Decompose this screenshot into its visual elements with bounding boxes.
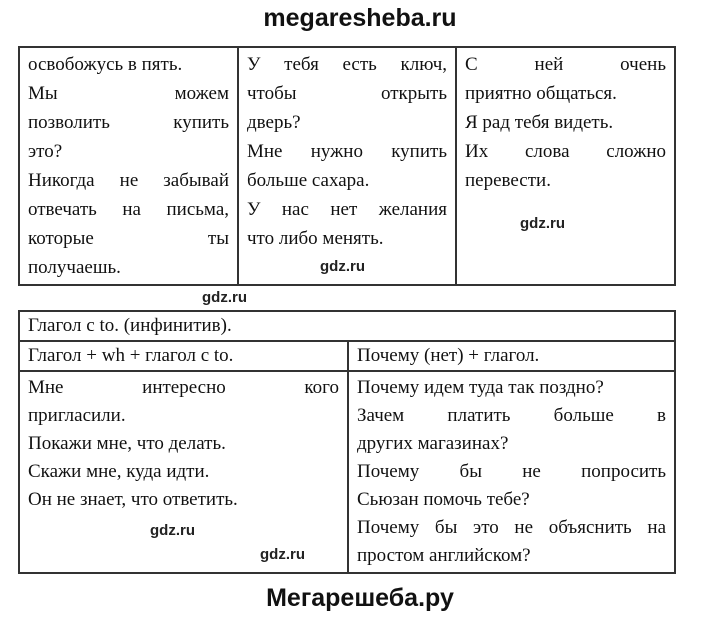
table-cell: С ней очень приятно общаться. Я рад тебя в…	[455, 46, 676, 286]
text-line: Он не знает, что ответить.	[28, 489, 238, 510]
text-line: больше сахара.	[247, 170, 370, 191]
text-line: Почему бы не попросить	[357, 461, 667, 482]
site-header: megaresheba.ru	[263, 4, 457, 32]
table-title-row: Глагол с to. (инфинитив).	[17, 310, 677, 342]
column-header: Почему (нет) + глагол.	[346, 340, 677, 372]
text-line: Их слова сложно	[465, 141, 666, 162]
table-cell: У тебя есть ключ, чтобы открыть дверь? Мне …	[237, 46, 457, 286]
table-cell: Мне интересно кого пригласили. Покажи мне,…	[18, 370, 349, 574]
text-line: Никогда не забывай	[28, 170, 229, 191]
text-line: Скажи мне, куда идти.	[28, 461, 210, 482]
text-line: освобожусь в пять.	[28, 54, 183, 75]
text-line: Почему идем туда так поздно?	[357, 377, 604, 398]
text-line: Мне нужно купить	[247, 141, 447, 162]
table-title: Глагол с to. (инфинитив).	[17, 310, 677, 342]
text-line: которые ты	[28, 228, 229, 249]
text-line: Я рад тебя видеть.	[465, 112, 614, 133]
table-row: Мне интересно кого пригласили. Покажи мне,…	[18, 370, 677, 574]
text-line: получаешь.	[28, 257, 121, 278]
table-2: Глагол с to. (инфинитив). Глагол + wh + …	[17, 310, 677, 574]
text-line: пригласили.	[28, 405, 126, 426]
text-line: Мне интересно кого	[28, 377, 339, 398]
table-1: освобожусь в пять. Мы можем позволить купи…	[18, 46, 676, 286]
text-line: Зачем платить больше в	[357, 405, 667, 426]
text-line: дверь?	[247, 112, 301, 133]
table-cell: Почему идем туда так поздно? Зачем платит…	[346, 370, 677, 574]
text-line: простом английском?	[357, 545, 531, 566]
table-row: освобожусь в пять. Мы можем позволить купи…	[18, 46, 676, 286]
watermark: gdz.ru	[202, 289, 247, 306]
text-line: Покажи мне, что делать.	[28, 433, 226, 454]
text-line: перевести.	[465, 170, 551, 191]
text-line: приятно общаться.	[465, 83, 617, 104]
table-header-row: Глагол + wh + глагол с to. Почему (нет) …	[18, 340, 677, 372]
text-line: У тебя есть ключ,	[247, 54, 447, 75]
text-line: это?	[28, 141, 63, 162]
text-line: позволить купить	[28, 112, 229, 133]
table-cell: освобожусь в пять. Мы можем позволить купи…	[18, 46, 239, 286]
text-line: Почему бы это не объяснить на	[357, 517, 667, 538]
text-line: У нас нет желания	[247, 199, 447, 220]
watermark: gdz.ru	[320, 258, 365, 275]
text-line: отвечать на письма,	[28, 199, 229, 220]
text-line: Мы можем	[28, 83, 229, 104]
watermark: gdz.ru	[260, 546, 305, 563]
column-header: Глагол + wh + глагол с to.	[18, 340, 349, 372]
text-line: что либо менять.	[247, 228, 384, 249]
watermark: gdz.ru	[150, 522, 195, 539]
text-line: С ней очень	[465, 54, 666, 75]
text-line: чтобы открыть	[247, 83, 447, 104]
watermark: gdz.ru	[520, 215, 565, 232]
text-line: других магазинах?	[357, 433, 509, 454]
text-line: Сьюзан помочь тебе?	[357, 489, 530, 510]
site-footer: Мегарешеба.ру	[266, 584, 454, 612]
